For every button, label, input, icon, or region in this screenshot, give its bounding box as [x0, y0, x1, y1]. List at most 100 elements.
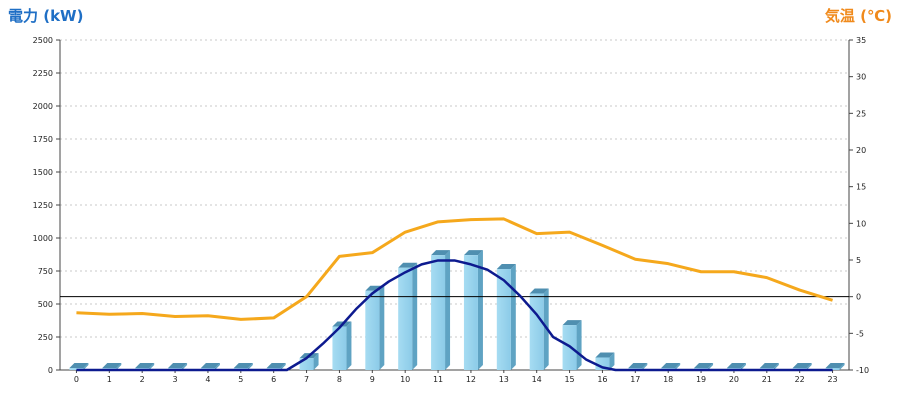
- right-tick-label: 30: [856, 73, 866, 82]
- x-tick-label: 20: [729, 375, 739, 384]
- bar: [529, 288, 549, 370]
- bar: [463, 250, 483, 370]
- bar-side: [806, 363, 812, 370]
- bar: [365, 285, 385, 370]
- bar-side: [740, 363, 746, 370]
- temperature-line: [76, 217, 834, 321]
- x-tick-label: 0: [74, 375, 79, 384]
- bar-series: [69, 250, 845, 370]
- bar-side: [346, 321, 352, 370]
- bar-side: [83, 363, 89, 370]
- right-tick-label: 15: [856, 183, 866, 192]
- bar-side: [149, 363, 155, 370]
- left-tick-label: 2000: [33, 102, 53, 111]
- bar-front: [496, 269, 511, 370]
- x-tick-label: 2: [140, 375, 145, 384]
- bar-side: [773, 363, 779, 370]
- x-tick-label: 10: [400, 375, 410, 384]
- left-tick-label: 2500: [33, 36, 53, 45]
- left-tick-label: 500: [38, 300, 53, 309]
- bar: [332, 321, 352, 370]
- right-tick-label: 10: [856, 219, 866, 228]
- bar-side: [182, 363, 188, 370]
- x-tick-label: 16: [597, 375, 607, 384]
- x-tick-label: 11: [433, 375, 443, 384]
- bar-side: [116, 363, 122, 370]
- bar-top: [825, 363, 845, 368]
- x-tick-label: 1: [107, 375, 112, 384]
- right-tick-label: 5: [856, 256, 861, 265]
- right-tick-label: 25: [856, 109, 866, 118]
- bar-top: [266, 363, 286, 368]
- left-tick-label: 2250: [33, 69, 53, 78]
- x-tick-label: 19: [696, 375, 706, 384]
- bar-side: [675, 363, 681, 370]
- x-tick-label: 13: [499, 375, 509, 384]
- bar: [431, 250, 451, 370]
- right-tick-label: 0: [856, 293, 861, 302]
- x-tick-label: 18: [663, 375, 673, 384]
- bar-top: [135, 363, 155, 368]
- bar-side: [510, 264, 516, 370]
- bar-side: [280, 363, 286, 370]
- left-axis-ticks: 0 250 500 750 1000 1250 1500 1750 2000 2250 2500: [33, 36, 60, 375]
- bar-top: [661, 363, 681, 368]
- x-tick-label: 9: [370, 375, 375, 384]
- bar-front: [398, 267, 413, 370]
- bar-top: [562, 320, 582, 326]
- bar-top: [102, 363, 122, 368]
- x-tick-label: 17: [630, 375, 640, 384]
- right-tick-label: 35: [856, 36, 866, 45]
- bar-top: [200, 363, 220, 368]
- bar-top: [69, 363, 89, 368]
- x-tick-label: 5: [238, 375, 243, 384]
- bar-side: [477, 250, 483, 370]
- bar: [398, 262, 418, 370]
- left-tick-label: 250: [38, 333, 53, 342]
- left-tick-label: 0: [48, 366, 53, 375]
- bar-top: [726, 363, 746, 368]
- power-line: [76, 259, 833, 372]
- bar-side: [445, 250, 451, 370]
- bar-side: [576, 320, 582, 370]
- left-tick-label: 1500: [33, 168, 53, 177]
- bar-side: [379, 285, 385, 370]
- bar-front: [463, 255, 478, 370]
- right-axis-ticks: -10 -5 0 5 10 15 20 25 30 35: [849, 36, 869, 375]
- bar-top: [694, 363, 714, 368]
- bar-side: [214, 363, 220, 370]
- left-tick-label: 750: [38, 267, 53, 276]
- x-tick-label: 6: [271, 375, 276, 384]
- bar-front: [299, 358, 314, 370]
- bar-side: [247, 363, 253, 370]
- x-tick-label: 3: [173, 375, 178, 384]
- bar-front: [529, 293, 544, 370]
- bar-side: [609, 352, 615, 370]
- left-tick-label: 1000: [33, 234, 53, 243]
- bar: [496, 264, 516, 370]
- bar-top: [628, 363, 648, 368]
- bar-side: [313, 353, 319, 370]
- x-tick-label: 21: [762, 375, 772, 384]
- x-tick-label: 22: [795, 375, 805, 384]
- right-tick-label: 20: [856, 146, 866, 155]
- bar-top: [431, 250, 451, 256]
- bar-top: [168, 363, 188, 368]
- x-axis-ticks: 0 1 2 3 4 5 6 7 8 9 10 11 12 13 14 15 16 17 18 19 20 21 22 23: [74, 370, 838, 384]
- left-tick-label: 1250: [33, 201, 53, 210]
- bar-front: [332, 326, 347, 370]
- bar-side: [839, 363, 845, 370]
- left-axis-title: 電力 (kW): [8, 7, 84, 25]
- bar-front: [365, 290, 380, 370]
- bar-side: [708, 363, 714, 370]
- right-tick-label: -5: [856, 329, 864, 338]
- gridlines: [60, 39, 849, 338]
- bar-front: [431, 255, 446, 370]
- x-tick-label: 4: [205, 375, 210, 384]
- bar-side: [412, 262, 418, 370]
- bar-top: [398, 262, 418, 268]
- x-tick-label: 7: [304, 375, 309, 384]
- bar-top: [463, 250, 483, 256]
- bar-top: [759, 363, 779, 368]
